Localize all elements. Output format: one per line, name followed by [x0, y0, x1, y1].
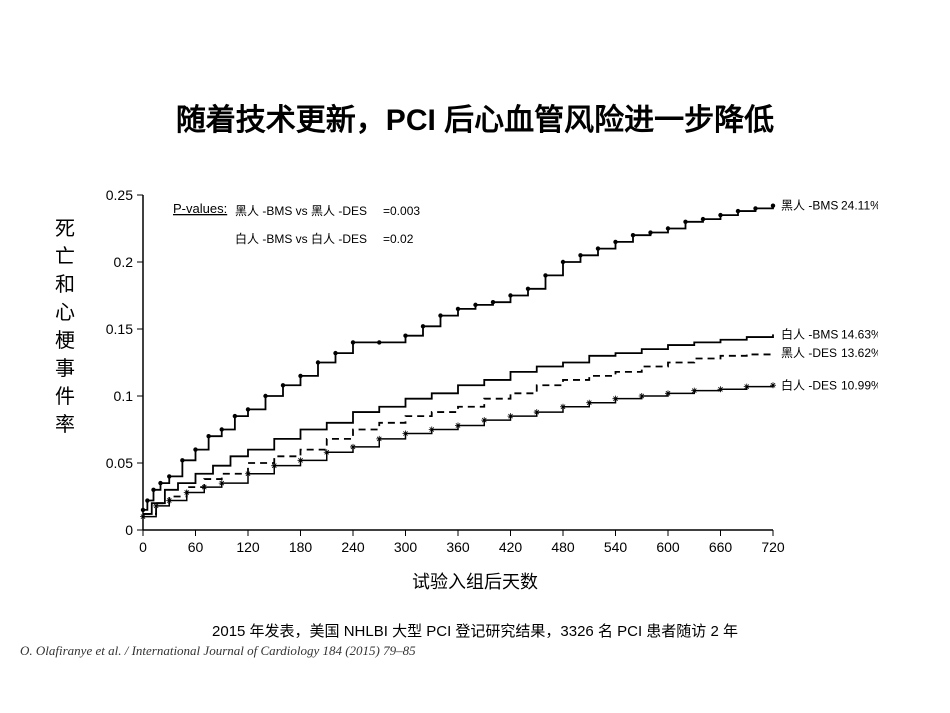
pvalue-header: P-values:	[173, 201, 227, 216]
svg-text:0: 0	[125, 522, 133, 538]
series-line	[143, 385, 773, 516]
svg-text:0.2: 0.2	[114, 254, 134, 270]
svg-text:0.25: 0.25	[106, 187, 133, 203]
svg-text:120: 120	[236, 539, 260, 555]
svg-text:480: 480	[551, 539, 575, 555]
series-label: 黑人 -DES	[781, 346, 837, 360]
caption-text: 2015 年发表，美国 NHLBI 大型 PCI 登记研究结果，3326 名 P…	[0, 620, 950, 641]
svg-text:0: 0	[139, 539, 147, 555]
y-axis-label: 死亡和心梗事件率	[55, 215, 75, 439]
svg-text:660: 660	[709, 539, 733, 555]
svg-text:420: 420	[499, 539, 523, 555]
series-pct: 13.62%	[841, 346, 878, 360]
svg-text:180: 180	[289, 539, 313, 555]
svg-text:300: 300	[394, 539, 418, 555]
svg-text:60: 60	[188, 539, 204, 555]
svg-text:360: 360	[446, 539, 470, 555]
page-title: 随着技术更新，PCI 后心血管风险进一步降低	[0, 95, 950, 139]
svg-text:540: 540	[604, 539, 628, 555]
x-axis-label: 试验入组后天数	[0, 568, 950, 594]
svg-text:600: 600	[656, 539, 680, 555]
chart-container: 0 0.05 0.1 0.15 0.2 0.25 0 60 120 180 240 300 360 420…	[88, 185, 878, 585]
series-line	[143, 206, 773, 510]
pvalue-row-value: =0.02	[383, 232, 414, 246]
series-label: 白人 -BMS	[781, 326, 838, 341]
series-label: 白人 -DES	[781, 377, 837, 392]
svg-text:240: 240	[341, 539, 365, 555]
series-pct: 10.99%	[841, 378, 878, 392]
series-pct: 24.11%	[841, 199, 878, 213]
series-pct: 14.63%	[841, 327, 878, 341]
pvalue-row-label: 黑人 -BMS vs 黑人 -DES	[235, 204, 367, 218]
svg-text:0.05: 0.05	[106, 455, 133, 471]
series-label: 黑人 -BMS	[781, 199, 838, 213]
chart-svg: 0 0.05 0.1 0.15 0.2 0.25 0 60 120 180 240 300 360 420…	[88, 185, 878, 585]
pvalue-row-label: 白人 -BMS vs 白人 -DES	[235, 231, 367, 246]
series-line	[143, 353, 773, 514]
pvalue-row-value: =0.003	[383, 204, 420, 218]
svg-text:0.15: 0.15	[106, 321, 133, 337]
citation-text: O. Olafiranye et al. / International Jou…	[20, 643, 416, 659]
svg-text:720: 720	[761, 539, 785, 555]
svg-text:0.1: 0.1	[114, 388, 134, 404]
